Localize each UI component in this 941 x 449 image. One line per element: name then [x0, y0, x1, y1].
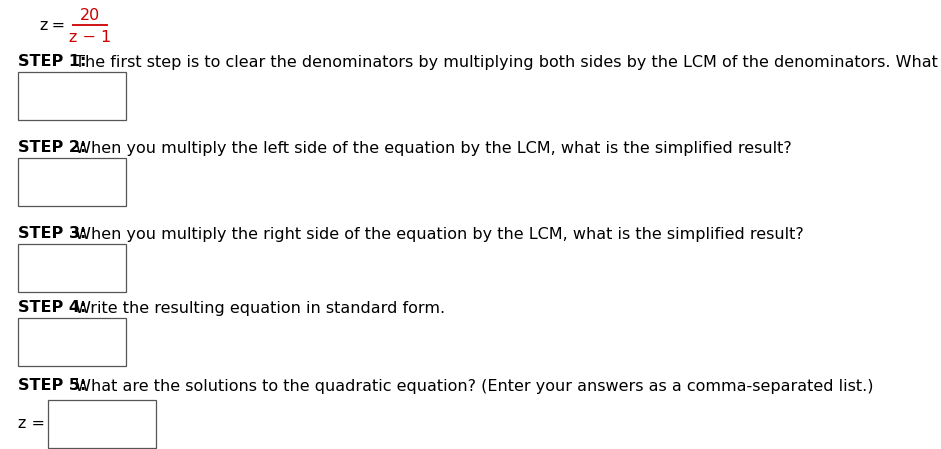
Bar	[48, 400, 156, 448]
Bar	[18, 244, 126, 292]
Text: STEP 1:: STEP 1:	[18, 54, 87, 70]
Text: Write the resulting equation in standard form.: Write the resulting equation in standard…	[71, 300, 446, 316]
Text: When you multiply the left side of the equation by the LCM, what is the simplifi: When you multiply the left side of the e…	[71, 141, 792, 155]
Bar	[18, 158, 126, 206]
Text: STEP 2:: STEP 2:	[18, 141, 87, 155]
Text: The first step is to clear the denominators by multiplying both sides by the LCM: The first step is to clear the denominat…	[71, 54, 941, 70]
Text: z =: z =	[18, 417, 50, 431]
Text: z =: z =	[40, 18, 65, 32]
Text: When you multiply the right side of the equation by the LCM, what is the simplif: When you multiply the right side of the …	[71, 226, 805, 242]
Text: What are the solutions to the quadratic equation? (Enter your answers as a comma: What are the solutions to the quadratic …	[71, 379, 874, 393]
Bar	[18, 318, 126, 366]
Text: STEP 5:: STEP 5:	[18, 379, 87, 393]
Text: 20: 20	[80, 8, 100, 22]
Text: STEP 4:: STEP 4:	[18, 300, 87, 316]
Bar	[18, 72, 126, 120]
Text: z − 1: z − 1	[69, 31, 111, 45]
Text: STEP 3:: STEP 3:	[18, 226, 87, 242]
